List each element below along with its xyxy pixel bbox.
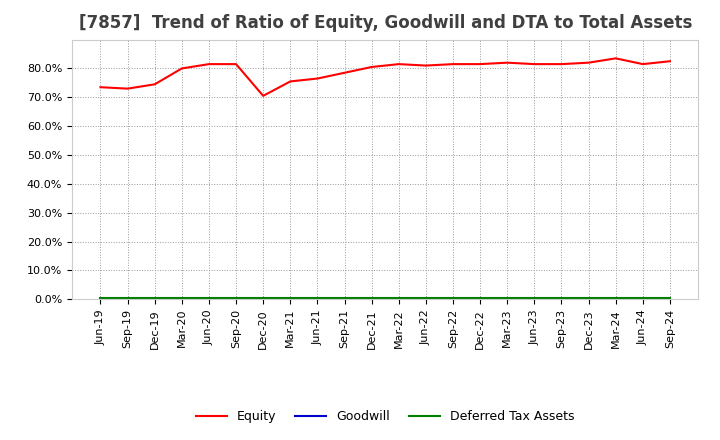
Deferred Tax Assets — [503, 295, 511, 301]
Equity — [232, 62, 240, 67]
Deferred Tax Assets — [665, 295, 674, 301]
Goodwill — [341, 297, 349, 302]
Goodwill — [204, 297, 213, 302]
Goodwill — [584, 297, 593, 302]
Equity — [150, 82, 159, 87]
Equity — [584, 60, 593, 65]
Deferred Tax Assets — [421, 295, 430, 301]
Deferred Tax Assets — [476, 295, 485, 301]
Deferred Tax Assets — [584, 295, 593, 301]
Deferred Tax Assets — [341, 295, 349, 301]
Goodwill — [503, 297, 511, 302]
Deferred Tax Assets — [286, 295, 294, 301]
Deferred Tax Assets — [639, 295, 647, 301]
Equity — [341, 70, 349, 75]
Goodwill — [665, 297, 674, 302]
Title: [7857]  Trend of Ratio of Equity, Goodwill and DTA to Total Assets: [7857] Trend of Ratio of Equity, Goodwil… — [78, 15, 692, 33]
Goodwill — [639, 297, 647, 302]
Deferred Tax Assets — [449, 295, 457, 301]
Goodwill — [421, 297, 430, 302]
Deferred Tax Assets — [178, 295, 186, 301]
Goodwill — [232, 297, 240, 302]
Deferred Tax Assets — [611, 295, 620, 301]
Equity — [286, 79, 294, 84]
Deferred Tax Assets — [96, 295, 105, 301]
Goodwill — [150, 297, 159, 302]
Equity — [665, 59, 674, 64]
Goodwill — [395, 297, 403, 302]
Goodwill — [557, 297, 566, 302]
Deferred Tax Assets — [204, 295, 213, 301]
Goodwill — [449, 297, 457, 302]
Equity — [639, 62, 647, 67]
Goodwill — [611, 297, 620, 302]
Equity — [476, 62, 485, 67]
Goodwill — [123, 297, 132, 302]
Equity — [367, 64, 376, 70]
Equity — [421, 63, 430, 68]
Equity — [178, 66, 186, 71]
Legend: Equity, Goodwill, Deferred Tax Assets: Equity, Goodwill, Deferred Tax Assets — [191, 405, 580, 428]
Goodwill — [476, 297, 485, 302]
Equity — [611, 56, 620, 61]
Deferred Tax Assets — [123, 295, 132, 301]
Goodwill — [178, 297, 186, 302]
Goodwill — [313, 297, 322, 302]
Deferred Tax Assets — [232, 295, 240, 301]
Goodwill — [96, 297, 105, 302]
Deferred Tax Assets — [530, 295, 539, 301]
Equity — [395, 62, 403, 67]
Equity — [123, 86, 132, 91]
Equity — [204, 62, 213, 67]
Line: Equity: Equity — [101, 59, 670, 96]
Goodwill — [259, 297, 268, 302]
Equity — [259, 93, 268, 99]
Goodwill — [286, 297, 294, 302]
Equity — [557, 62, 566, 67]
Deferred Tax Assets — [259, 295, 268, 301]
Equity — [503, 60, 511, 65]
Equity — [530, 62, 539, 67]
Equity — [96, 84, 105, 90]
Goodwill — [367, 297, 376, 302]
Deferred Tax Assets — [150, 295, 159, 301]
Deferred Tax Assets — [313, 295, 322, 301]
Deferred Tax Assets — [395, 295, 403, 301]
Equity — [449, 62, 457, 67]
Equity — [313, 76, 322, 81]
Deferred Tax Assets — [557, 295, 566, 301]
Goodwill — [530, 297, 539, 302]
Deferred Tax Assets — [367, 295, 376, 301]
